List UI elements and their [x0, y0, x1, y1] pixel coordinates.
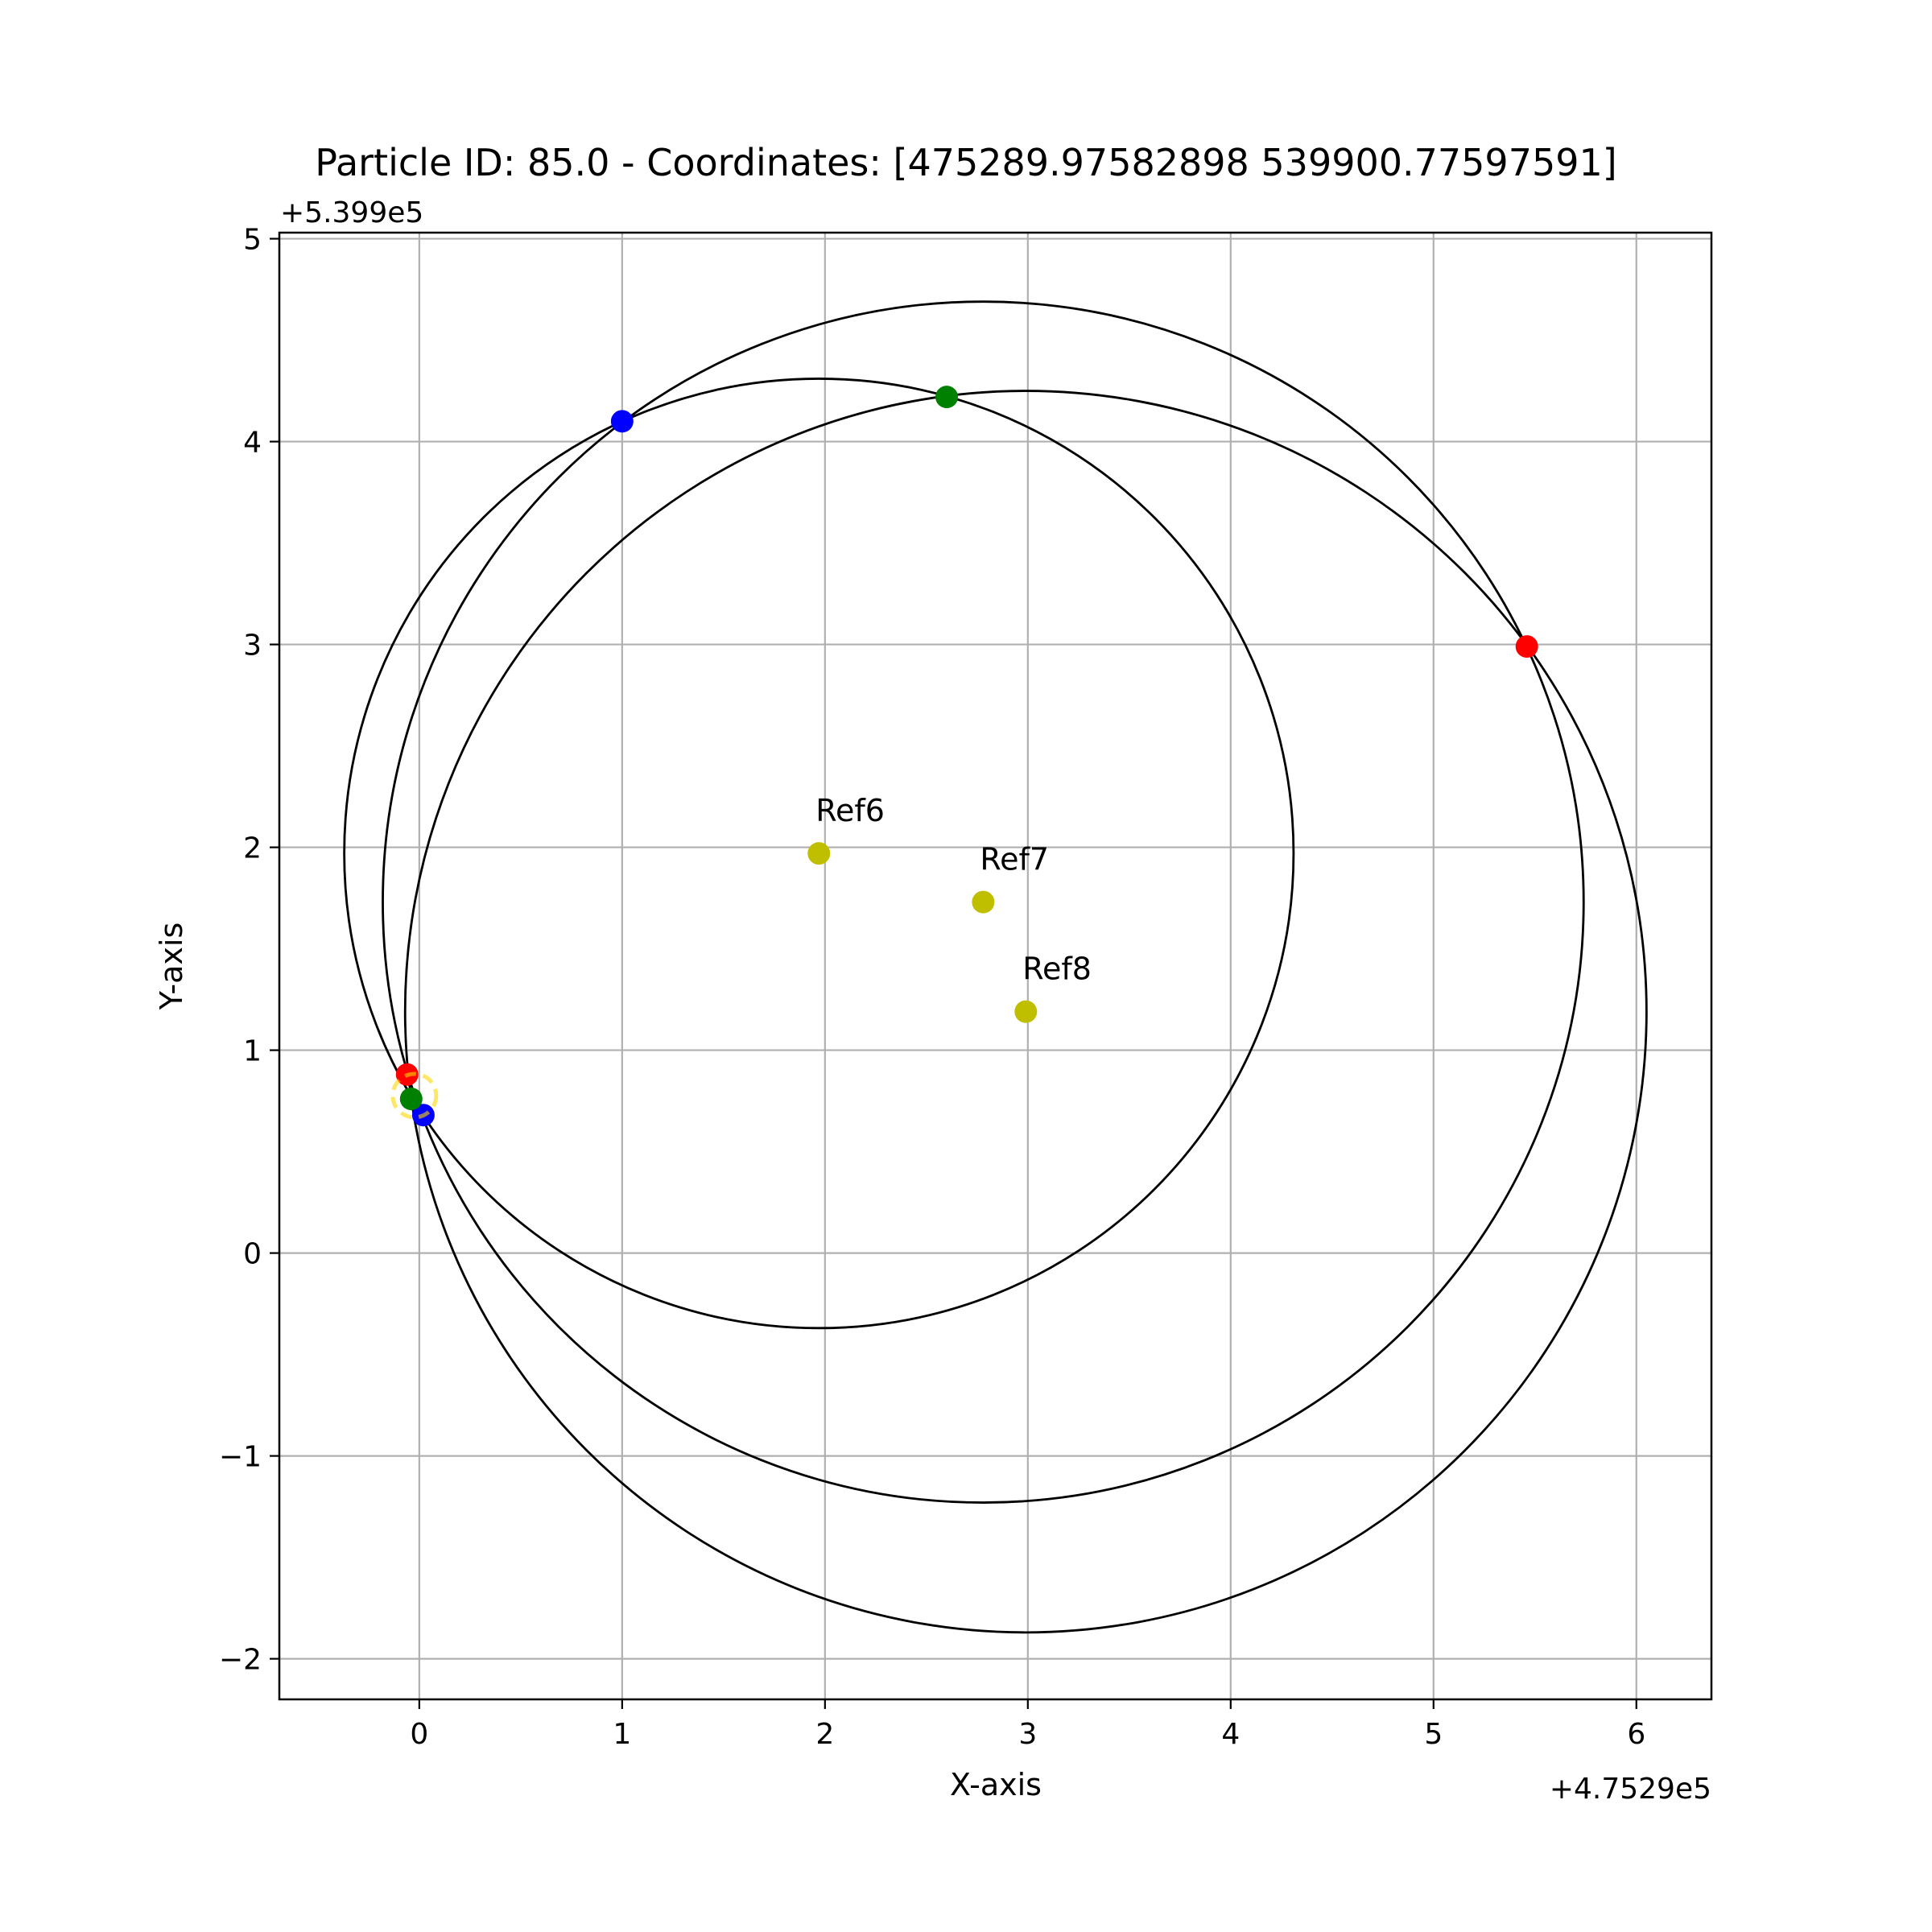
- reference-label-ref7: Ref7: [980, 842, 1049, 877]
- y-offset-label: +5.399e5: [280, 196, 423, 229]
- y-tick-label: 0: [243, 1238, 262, 1271]
- x-axis-label: X-axis: [950, 1767, 1042, 1802]
- x-tick-label: 6: [1627, 1718, 1645, 1751]
- x-offset-label: +4.7529e5: [1550, 1773, 1711, 1806]
- chart-title: Particle ID: 85.0 - Coordinates: [475289…: [315, 141, 1616, 184]
- x-tick-label: 1: [613, 1718, 631, 1751]
- axis-ticks: 0 1 2 3 4 5 6 −2 −1 0 1 2 3 4 5: [219, 224, 1645, 1751]
- reference-point-ref8: [1014, 1000, 1038, 1023]
- reference-point-ref7: [972, 890, 995, 914]
- x-tick-label: 3: [1018, 1718, 1037, 1751]
- axes-frame: [278, 231, 1713, 1701]
- estimate-marker: [390, 1071, 439, 1120]
- reference-label-ref8: Ref8: [1022, 952, 1092, 987]
- grid-lines: [279, 233, 1711, 1699]
- range-circle-2: [382, 300, 1585, 1504]
- y-tick-label: 4: [243, 427, 262, 460]
- x-tick-label: 2: [815, 1718, 834, 1751]
- intersection-point-5: [1515, 635, 1538, 658]
- intersection-point-3: [935, 386, 959, 409]
- x-tick-label: 4: [1221, 1718, 1240, 1751]
- intersection-point-1: [610, 410, 634, 433]
- x-tick-label: 0: [410, 1718, 428, 1751]
- y-tick-label: 3: [243, 630, 262, 663]
- y-tick-label: 5: [243, 224, 262, 257]
- y-axis-label: Y-axis: [154, 923, 189, 1011]
- y-tick-label: 2: [243, 832, 262, 865]
- y-tick-label: 1: [243, 1035, 262, 1068]
- data-layer: [343, 300, 1648, 1634]
- intersection-point-4: [399, 1088, 423, 1111]
- x-tick-label: 5: [1424, 1718, 1443, 1751]
- reference-label-ref6: Ref6: [815, 793, 885, 828]
- y-tick-label: −1: [219, 1441, 262, 1474]
- range-circle-1: [343, 378, 1295, 1330]
- range-circle-3: [403, 390, 1648, 1634]
- y-tick-label: −2: [219, 1644, 262, 1677]
- reference-point-ref6: [807, 842, 831, 865]
